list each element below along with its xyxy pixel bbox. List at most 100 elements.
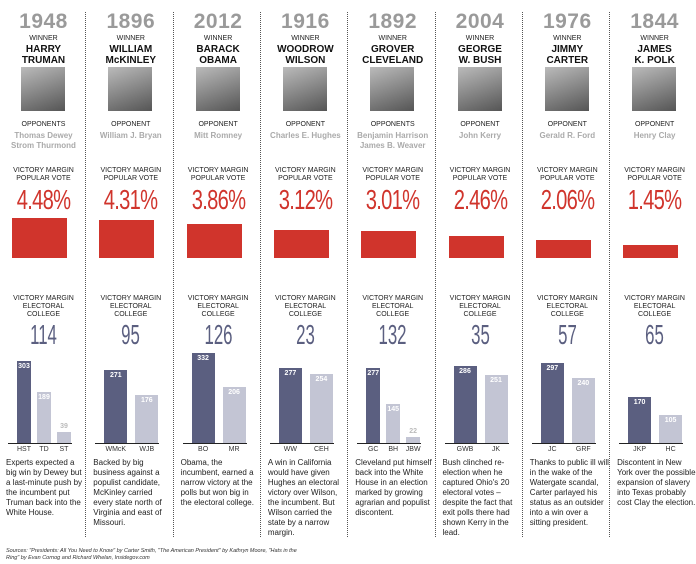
bar-value: 303 bbox=[18, 363, 30, 371]
election-note: Discontent in New York over the possible… bbox=[617, 458, 696, 507]
election-column: 1844 WINNER JAMES K. POLK OPPONENT Henry Clay… bbox=[611, 0, 696, 540]
winner-name: JAMES K. POLK bbox=[611, 44, 696, 66]
opponent-label: OPPONENT bbox=[111, 121, 151, 128]
chart-baseline bbox=[357, 443, 422, 444]
victory-margin-text: VICTORY MARGIN bbox=[13, 167, 74, 174]
opponent-name: Mitt Romney bbox=[194, 131, 243, 140]
electoral-vote-bar: 39 bbox=[57, 423, 71, 443]
winner-name: GEORGE W. BUSH bbox=[437, 44, 524, 66]
electoral-text: ELECTORAL bbox=[197, 303, 239, 310]
election-column: 1948 WINNER HARRY TRUMAN OPPONENTS Thomas Dew… bbox=[0, 0, 87, 540]
candidate-abbr: BO bbox=[198, 446, 209, 453]
candidate-abbr: WMcK bbox=[105, 446, 127, 453]
candidate-abbr: TD bbox=[39, 446, 49, 453]
popular-margin-value: 3.01% bbox=[365, 184, 420, 215]
popular-vote-label: VICTORY MARGIN POPULAR VOTE bbox=[0, 167, 87, 183]
column-divider bbox=[434, 12, 436, 537]
popular-margin-value: 4.48% bbox=[16, 184, 71, 215]
victory-margin-text: VICTORY MARGIN bbox=[536, 167, 598, 174]
candidate-abbr: HC bbox=[665, 446, 676, 453]
electoral-text: ELECTORAL bbox=[22, 303, 65, 310]
winner-label: WINNER bbox=[553, 35, 582, 42]
popular-margin-value: 3.12% bbox=[278, 184, 333, 215]
column-divider bbox=[521, 12, 523, 537]
electoral-margin-value: 23 bbox=[296, 319, 315, 350]
winner-name-line: WOODROW bbox=[277, 44, 334, 55]
opponent-name: Gerald R. Ford bbox=[539, 131, 596, 140]
bar-value: 39 bbox=[60, 423, 68, 431]
winner-label: WINNER bbox=[378, 35, 407, 42]
electoral-vote-bar: 254 bbox=[309, 374, 333, 443]
electoral-vote-bar: 170 bbox=[628, 397, 652, 443]
winner-photo bbox=[632, 67, 677, 111]
bar-value: 277 bbox=[367, 370, 380, 378]
opponent-label: OPPONENT bbox=[460, 121, 500, 128]
winner-label: WINNER bbox=[291, 35, 320, 42]
candidate-abbr: JK bbox=[491, 446, 501, 453]
popular-vote-label: VICTORY MARGIN POPULAR VOTE bbox=[175, 167, 262, 183]
victory-margin-text: VICTORY MARGIN bbox=[624, 295, 685, 302]
popular-margin-value: 3.86% bbox=[191, 184, 245, 215]
winner-name-line: WILLIAM bbox=[109, 44, 153, 55]
winner-name-line: CLEVELAND bbox=[362, 55, 424, 66]
winner-label: WINNER bbox=[465, 35, 495, 42]
opponent-names: Thomas Dewey Strom Thurmond bbox=[0, 131, 87, 151]
election-year: 2012 bbox=[193, 10, 243, 33]
winner-photo bbox=[544, 67, 589, 111]
electoral-text: ELECTORAL bbox=[546, 303, 589, 310]
popular-vote-label: VICTORY MARGIN POPULAR VOTE bbox=[437, 167, 524, 183]
college-text: COLLEGE bbox=[26, 311, 61, 318]
bar-value: 145 bbox=[387, 405, 400, 413]
winner-name: WILLIAM McKINLEY bbox=[87, 44, 174, 66]
victory-margin-text: VICTORY MARGIN bbox=[187, 295, 249, 302]
popular-vote-text: POPULAR VOTE bbox=[627, 175, 682, 182]
popular-vote-text: POPULAR VOTE bbox=[16, 175, 71, 182]
electoral-label: VICTORY MARGIN ELECTORAL COLLEGE bbox=[0, 295, 87, 319]
electoral-vote-bar: 271 bbox=[104, 369, 128, 443]
electoral-label: VICTORY MARGIN ELECTORAL COLLEGE bbox=[611, 295, 696, 319]
popular-vote-label: VICTORY MARGIN POPULAR VOTE bbox=[524, 167, 611, 183]
victory-margin-text: VICTORY MARGIN bbox=[536, 295, 598, 302]
column-divider bbox=[85, 12, 87, 537]
column-divider bbox=[347, 12, 349, 537]
electoral-vote-bar: 332 bbox=[191, 353, 215, 443]
popular-margin-bar bbox=[273, 230, 329, 258]
college-text: COLLEGE bbox=[201, 311, 235, 318]
bar-value: 176 bbox=[140, 397, 153, 405]
winner-name-line: BARACK bbox=[196, 44, 240, 55]
electoral-label: VICTORY MARGIN ELECTORAL COLLEGE bbox=[524, 295, 611, 319]
victory-margin-text: VICTORY MARGIN bbox=[449, 167, 511, 174]
election-note: Bush clinched re-election when he captur… bbox=[442, 458, 513, 537]
popular-margin-value: 2.06% bbox=[540, 184, 595, 215]
electoral-margin-value: 65 bbox=[645, 319, 664, 350]
electoral-vote-bar: 105 bbox=[659, 414, 683, 443]
election-year: 1916 bbox=[281, 10, 330, 33]
winner-name: HARRY TRUMAN bbox=[0, 44, 87, 66]
electoral-text: ELECTORAL bbox=[459, 303, 501, 310]
winner-name-line: McKINLEY bbox=[105, 55, 157, 66]
column-divider bbox=[609, 12, 611, 537]
opponent-names: Benjamin Harrison James B. Weaver bbox=[349, 131, 436, 151]
bar-value: 297 bbox=[546, 364, 559, 372]
candidate-abbr: JKP bbox=[633, 446, 647, 453]
victory-margin-text: VICTORY MARGIN bbox=[275, 167, 336, 174]
college-text: COLLEGE bbox=[376, 311, 410, 318]
popular-vote-text: POPULAR VOTE bbox=[365, 175, 420, 182]
opponent-names: William J. Bryan bbox=[87, 131, 174, 141]
election-year: 1844 bbox=[630, 10, 679, 33]
winner-name-line: K. POLK bbox=[634, 55, 675, 66]
candidate-abbr: GC bbox=[367, 446, 379, 453]
electoral-margin-value: 126 bbox=[204, 319, 233, 350]
victory-margin-text: VICTORY MARGIN bbox=[362, 295, 424, 302]
opponent-name: William J. Bryan bbox=[99, 131, 162, 140]
opponent-label: OPPONENTS bbox=[21, 121, 66, 128]
popular-margin-value: 1.45% bbox=[627, 184, 682, 215]
candidate-abbr: BH bbox=[388, 446, 399, 453]
bar-value: 105 bbox=[664, 416, 677, 424]
popular-vote-text: POPULAR VOTE bbox=[540, 175, 595, 182]
electoral-vote-bar: 277 bbox=[366, 368, 381, 443]
popular-margin-bar bbox=[186, 223, 242, 258]
candidate-abbr: CEH bbox=[314, 446, 329, 453]
bar-value: 170 bbox=[633, 399, 646, 407]
winner-photo bbox=[282, 67, 327, 111]
